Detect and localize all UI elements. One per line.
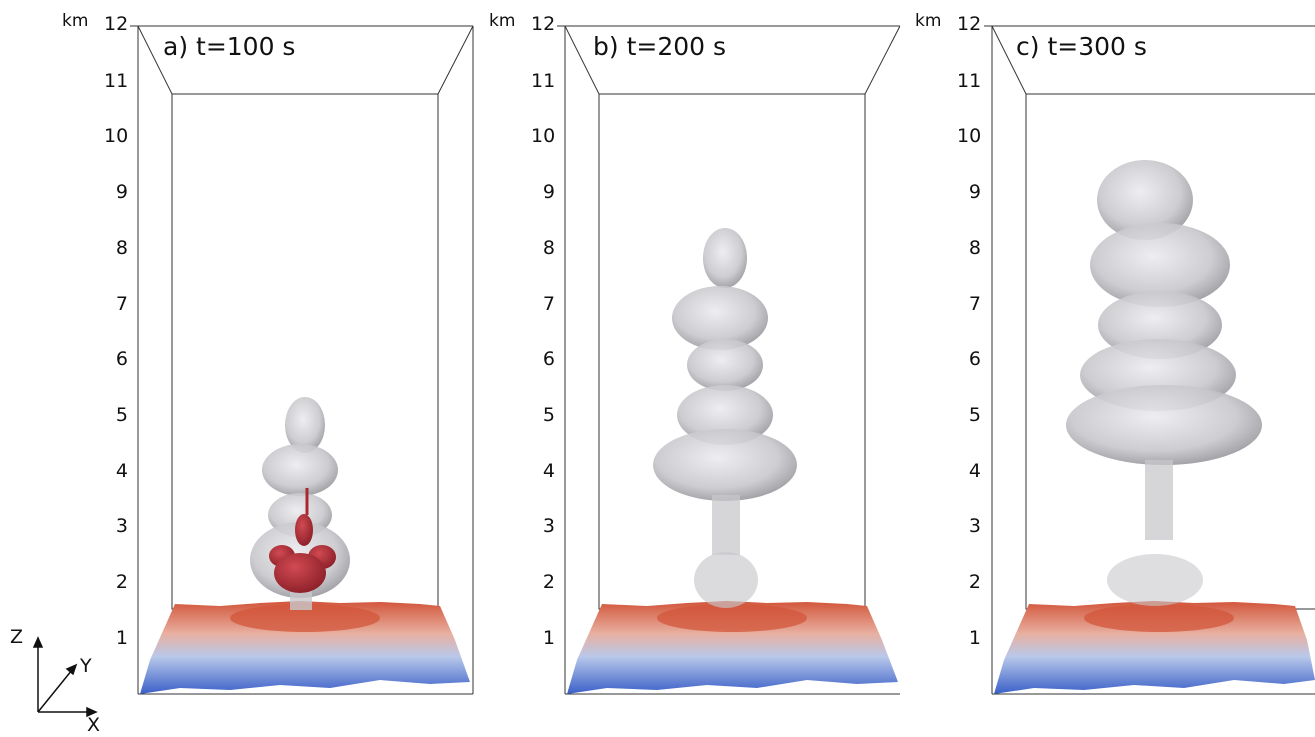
axis-unit-label: km (62, 11, 89, 31)
z-tick-3: 3 (115, 515, 128, 537)
z-tick-11: 11 (104, 70, 129, 92)
panel-title-c: c) t=300 s (1016, 32, 1147, 61)
axis-unit-label: km (915, 11, 942, 31)
z-tick-7: 7 (542, 293, 555, 315)
z-tick-12: 12 (104, 13, 129, 35)
axes-arrows (32, 636, 98, 718)
z-tick-1: 1 (542, 627, 555, 649)
z-tick-1: 1 (968, 627, 981, 649)
panel-title-a: a) t=100 s (163, 32, 296, 61)
z-tick-7: 7 (115, 293, 128, 315)
plume-core (269, 488, 336, 593)
terrain-summit (1084, 604, 1234, 632)
z-tick-7: 7 (968, 293, 981, 315)
terrain-surface (567, 601, 898, 694)
z-tick-8: 8 (542, 237, 555, 259)
z-tick-6: 6 (542, 348, 555, 370)
z-tick-4: 4 (542, 460, 555, 482)
terrain-surface (140, 601, 470, 694)
z-tick-8: 8 (968, 237, 981, 259)
z-tick-10: 10 (957, 125, 982, 147)
plume (1066, 160, 1262, 606)
plume (653, 228, 797, 608)
z-tick-11: 11 (957, 70, 982, 92)
z-axis-letter: Z (10, 626, 24, 648)
z-tick-1: 1 (115, 627, 128, 649)
z-tick-9: 9 (115, 181, 128, 203)
z-tick-3: 3 (968, 515, 981, 537)
y-axis-letter: Y (80, 655, 92, 677)
z-tick-12: 12 (531, 13, 556, 35)
z-tick-2: 2 (968, 571, 981, 593)
z-tick-5: 5 (115, 404, 128, 426)
z-tick-10: 10 (531, 125, 556, 147)
z-tick-8: 8 (115, 237, 128, 259)
z-tick-11: 11 (531, 70, 556, 92)
z-tick-2: 2 (115, 571, 128, 593)
z-tick-6: 6 (115, 348, 128, 370)
x-axis-letter: X (87, 714, 101, 736)
panel-a-scene (130, 25, 474, 695)
panel-title-b: b) t=200 s (593, 32, 727, 61)
z-tick-3: 3 (542, 515, 555, 537)
z-tick-2: 2 (542, 571, 555, 593)
z-tick-9: 9 (968, 181, 981, 203)
bounding-box (984, 25, 1315, 695)
terrain-summit (230, 604, 380, 632)
z-tick-4: 4 (115, 460, 128, 482)
terrain-surface (994, 601, 1315, 694)
z-tick-12: 12 (957, 13, 982, 35)
terrain-summit (657, 604, 807, 632)
z-tick-5: 5 (968, 404, 981, 426)
z-tick-10: 10 (104, 125, 129, 147)
panel-c-scene (984, 25, 1315, 695)
z-tick-4: 4 (968, 460, 981, 482)
panel-b-scene (557, 25, 900, 695)
z-tick-9: 9 (542, 181, 555, 203)
z-tick-5: 5 (542, 404, 555, 426)
axis-unit-label: km (489, 11, 516, 31)
z-tick-6: 6 (968, 348, 981, 370)
